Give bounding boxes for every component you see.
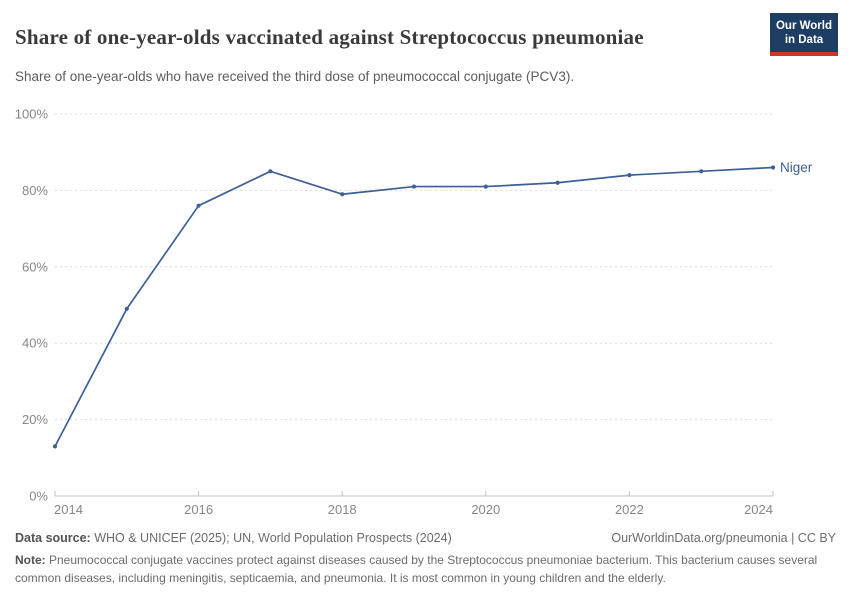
- attribution-link[interactable]: OurWorldinData.org/pneumonia | CC BY: [611, 531, 836, 545]
- data-point: [770, 165, 776, 170]
- data-source-label: Data source:: [15, 531, 91, 545]
- data-point: [340, 192, 345, 197]
- data-point: [699, 169, 704, 174]
- footer: Data source: WHO & UNICEF (2025); UN, Wo…: [15, 531, 836, 545]
- y-tick-label: 80%: [22, 183, 48, 198]
- note: Note: Pneumococcal conjugate vaccines pr…: [15, 551, 836, 587]
- x-tick-label: 2014: [54, 502, 83, 517]
- data-source-text: WHO & UNICEF (2025); UN, World Populatio…: [90, 531, 452, 545]
- data-point: [268, 169, 273, 174]
- owid-logo[interactable]: Our World in Data: [770, 13, 838, 56]
- note-text: Pneumococcal conjugate vaccines protect …: [15, 553, 818, 585]
- chart-title: Share of one-year-olds vaccinated agains…: [15, 25, 644, 50]
- chart-subtitle: Share of one-year-olds who have received…: [15, 69, 575, 84]
- y-tick-label: 60%: [22, 259, 48, 274]
- x-tick-label: 2018: [328, 502, 357, 517]
- x-tick-label: 2016: [184, 502, 213, 517]
- data-point: [52, 444, 58, 449]
- x-tick-label: 2022: [615, 502, 644, 517]
- line-niger: [54, 166, 774, 447]
- owid-logo-line1: Our World: [775, 20, 832, 32]
- data-point: [196, 203, 201, 208]
- entity-label: Niger: [780, 160, 813, 175]
- y-tick-label: 100%: [15, 107, 49, 122]
- line-chart: 0% 20% 40% 60% 80% 100% 2014 2016 2018 2020 2022 20…: [15, 107, 813, 518]
- note-label: Note:: [15, 553, 46, 567]
- data-point: [411, 184, 417, 189]
- data-point: [627, 173, 632, 178]
- y-tick-label: 0%: [29, 489, 48, 504]
- data-point: [483, 184, 488, 189]
- owid-logo-line2: in Data: [784, 34, 824, 46]
- x-tick-label: 2024: [744, 502, 773, 517]
- x-tick-label: 2020: [471, 502, 500, 517]
- y-tick-label: 40%: [22, 336, 48, 351]
- y-tick-label: 20%: [22, 412, 48, 427]
- data-point: [124, 306, 129, 311]
- data-point: [555, 180, 560, 185]
- data-source: Data source: WHO & UNICEF (2025); UN, Wo…: [15, 531, 452, 545]
